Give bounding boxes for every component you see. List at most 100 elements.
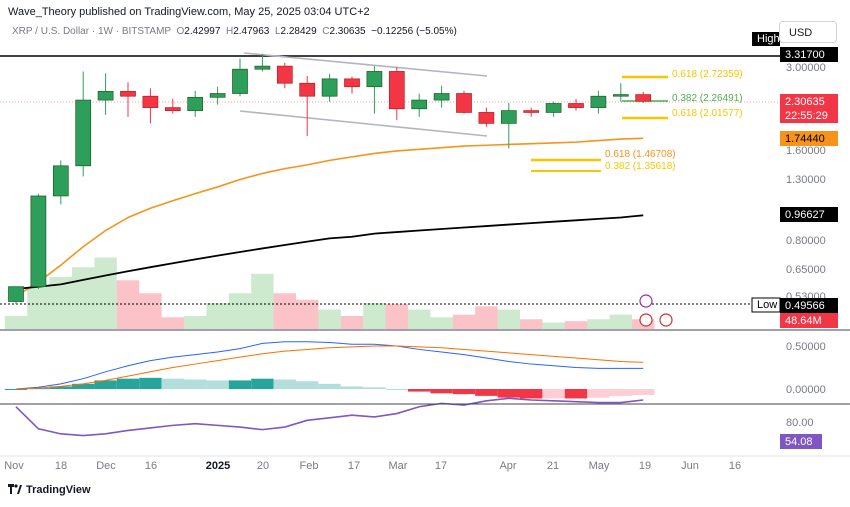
fib-level-label: 0.618 (2.01577) (672, 108, 743, 119)
macd-histogram-bar (139, 377, 162, 389)
rsi-layer (15, 397, 644, 437)
macd-histogram-bar (520, 389, 543, 399)
candle-body (388, 71, 405, 110)
candle-body (97, 91, 114, 101)
volume-bar (587, 319, 610, 329)
macd-histogram-bar (116, 378, 140, 389)
macd-histogram-bar (632, 389, 655, 396)
macd-histogram-bar (228, 380, 252, 389)
volume-bar (475, 306, 498, 329)
tradingview-brand: TradingView (8, 484, 91, 496)
macd-histogram-bar (161, 378, 184, 389)
candle-body (232, 68, 248, 94)
volume-tag-bg (780, 313, 838, 328)
volume-bar (72, 267, 95, 329)
change-value: −0.12256 (−5.05%) (371, 26, 457, 37)
volume-bar (273, 293, 296, 329)
volume-bar (385, 304, 408, 329)
macd-layer (4, 341, 655, 399)
flag-icon (659, 313, 673, 327)
last-price-tag: 2.30635 (785, 96, 825, 108)
fib-level-label: 0.382 (2.26491) (672, 93, 743, 104)
volume-bar (116, 280, 140, 329)
volume-tag: 48.64M (785, 315, 822, 327)
macd-histogram-bar (4, 389, 28, 390)
candle-body (120, 91, 136, 97)
volume-bar (139, 293, 162, 329)
symbol-label: XRP / U.S. Dollar · 1W · BITSTAMP (12, 26, 171, 37)
volume-bar (408, 309, 431, 329)
macd-histogram-bar (318, 383, 341, 389)
ema50-tag-bg (780, 131, 838, 146)
channel-lower-line (239, 110, 488, 137)
macd-histogram-bar (564, 389, 588, 399)
candle-body (612, 94, 629, 97)
macd-histogram-bar (497, 389, 520, 398)
currency-button[interactable]: USD (779, 21, 837, 43)
time-axis-tick: 20 (257, 460, 269, 472)
candle-body (276, 65, 293, 84)
macd-histogram-bar (430, 389, 453, 394)
fib-level-label: 0.618 (1.46708) (605, 149, 676, 160)
low-label-tag: Low (757, 299, 777, 311)
price-axis-tick: 0.65000 (786, 264, 826, 276)
macd-histogram-bar (184, 379, 207, 389)
tradingview-logo-icon (8, 484, 22, 494)
ema200-tag: 0.96627 (785, 209, 825, 221)
volume-bar (564, 321, 588, 329)
ema50-tag: 1.74440 (785, 133, 825, 145)
macd-histogram-bar (475, 389, 498, 396)
candle-body (568, 103, 584, 108)
candle-body (8, 286, 24, 302)
open-label: O (176, 26, 185, 37)
volume-bar (452, 314, 476, 329)
candle-body (209, 93, 226, 98)
candle-body (254, 65, 271, 70)
macd-axis-tick: 0.50000 (786, 341, 826, 353)
candle-body (142, 95, 159, 108)
macd-histogram-bar (273, 379, 296, 389)
time-axis-tick: Nov (4, 460, 24, 472)
rsi-value-tag-bg (780, 434, 822, 449)
open-value: 2.42997 (184, 26, 221, 37)
ohlc-legend: XRP / U.S. Dollar · 1W · BITSTAMP O2.429… (12, 26, 457, 37)
time-axis-tick: 21 (547, 460, 559, 472)
axis-layer: 3.000002.000001.600001.300000.800000.650… (0, 32, 850, 472)
price-axis-tick: 1.60000 (786, 145, 826, 157)
time-axis-tick: Mar (389, 460, 408, 472)
candle-body (433, 93, 450, 101)
price-axis-tick: 0.80000 (786, 235, 826, 247)
high-label: H (225, 26, 234, 37)
low-label: L (274, 26, 281, 37)
macd-histogram-bar (452, 389, 476, 395)
close-value: 2.30635 (329, 26, 366, 37)
high-label-tag: High (757, 33, 780, 45)
high-value: 2.47963 (233, 26, 270, 37)
volume-bar (27, 286, 50, 329)
price-axis-tick: 1.30000 (786, 174, 826, 186)
volume-bar (4, 316, 28, 329)
rsi-axis-tick: 80.00 (786, 417, 814, 429)
high-value-tag-bg (780, 47, 838, 62)
rsi-value-tag: 54.08 (785, 436, 813, 448)
volume-bar (49, 277, 72, 329)
macd-histogram-bar (408, 389, 431, 392)
candle-body (590, 95, 607, 108)
time-axis-tick: 16 (145, 460, 157, 472)
macd-histogram-bar (296, 381, 319, 389)
macd-line (15, 341, 644, 390)
volume-bar (340, 316, 364, 329)
candle-body (299, 82, 316, 97)
fib-level-label: 0.382 (1.35618) (605, 161, 676, 172)
candle-body (344, 78, 360, 88)
macd-histogram-bar (385, 389, 408, 390)
low-value-tag: 0.49566 (785, 300, 825, 312)
price-axis-tick: 3.00000 (786, 62, 826, 74)
ema200-tag-bg (780, 207, 838, 222)
macd-signal-line (15, 345, 644, 390)
channel-upper-line (243, 52, 488, 77)
volume-bar (520, 319, 543, 329)
macd-histogram-bar (72, 383, 95, 389)
candle-body (321, 78, 338, 97)
